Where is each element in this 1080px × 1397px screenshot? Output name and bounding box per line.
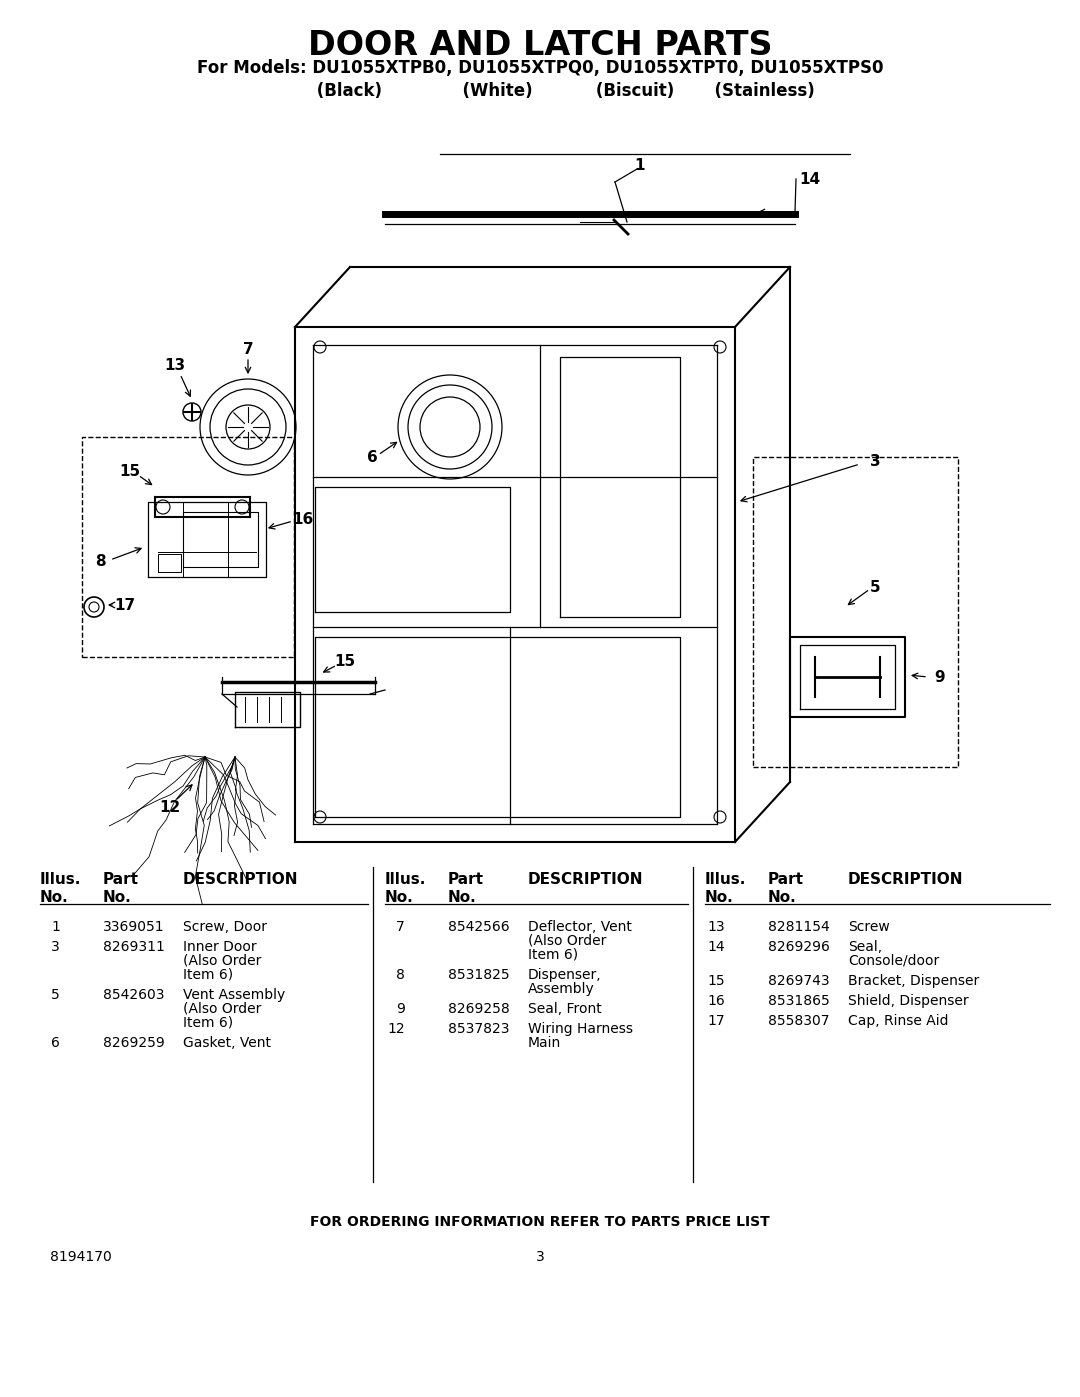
- Text: 17: 17: [114, 598, 136, 612]
- Text: Inner Door: Inner Door: [183, 940, 257, 954]
- Text: 8: 8: [95, 555, 106, 570]
- Text: 13: 13: [707, 921, 725, 935]
- Text: 8531865: 8531865: [768, 995, 829, 1009]
- Text: FOR ORDERING INFORMATION REFER TO PARTS PRICE LIST: FOR ORDERING INFORMATION REFER TO PARTS …: [310, 1215, 770, 1229]
- Text: 7: 7: [243, 341, 254, 356]
- Text: Assembly: Assembly: [528, 982, 595, 996]
- Text: Shield, Dispenser: Shield, Dispenser: [848, 995, 969, 1009]
- Text: 8531825: 8531825: [448, 968, 510, 982]
- Text: 1: 1: [51, 921, 60, 935]
- Text: Deflector, Vent: Deflector, Vent: [528, 921, 632, 935]
- Text: 5: 5: [869, 580, 880, 595]
- Text: 8281154: 8281154: [768, 921, 829, 935]
- Text: 14: 14: [799, 172, 821, 187]
- Text: 6: 6: [366, 450, 377, 464]
- Text: 13: 13: [164, 358, 186, 373]
- Text: 12: 12: [160, 799, 180, 814]
- Text: 3: 3: [51, 940, 60, 954]
- Text: Seal, Front: Seal, Front: [528, 1002, 602, 1016]
- Text: 8194170: 8194170: [50, 1250, 111, 1264]
- Text: 5: 5: [51, 988, 60, 1002]
- Text: Screw: Screw: [848, 921, 890, 935]
- Text: Illus.: Illus.: [384, 872, 427, 887]
- Text: No.: No.: [103, 890, 132, 905]
- Text: 6: 6: [51, 1037, 60, 1051]
- Text: 17: 17: [707, 1014, 725, 1028]
- Text: (Also Order: (Also Order: [183, 954, 261, 968]
- Text: 15: 15: [707, 974, 725, 988]
- Bar: [82, 437, 294, 657]
- Text: Part: Part: [448, 872, 484, 887]
- Text: Item 6): Item 6): [528, 949, 578, 963]
- Text: Screw, Door: Screw, Door: [183, 921, 267, 935]
- Text: Bracket, Dispenser: Bracket, Dispenser: [848, 974, 980, 988]
- Text: 16: 16: [707, 995, 725, 1009]
- Text: Gasket, Vent: Gasket, Vent: [183, 1037, 271, 1051]
- Text: DESCRIPTION: DESCRIPTION: [528, 872, 644, 887]
- Text: 8269259: 8269259: [103, 1037, 165, 1051]
- Text: No.: No.: [705, 890, 733, 905]
- Bar: [753, 457, 958, 767]
- Text: Cap, Rinse Aid: Cap, Rinse Aid: [848, 1014, 948, 1028]
- Text: Item 6): Item 6): [183, 968, 233, 982]
- Text: 8537823: 8537823: [448, 1023, 510, 1037]
- Text: DESCRIPTION: DESCRIPTION: [848, 872, 963, 887]
- Text: 15: 15: [120, 464, 140, 479]
- Text: (Also Order: (Also Order: [183, 1002, 261, 1016]
- Text: 8542566: 8542566: [448, 921, 510, 935]
- Text: 8269296: 8269296: [768, 940, 829, 954]
- Text: 8542603: 8542603: [103, 988, 164, 1002]
- Text: 8558307: 8558307: [768, 1014, 829, 1028]
- Text: 8269743: 8269743: [768, 974, 829, 988]
- Text: DESCRIPTION: DESCRIPTION: [183, 872, 298, 887]
- Text: Console/door: Console/door: [848, 954, 940, 968]
- Text: For Models: DU1055XTPB0, DU1055XTPQ0, DU1055XTPT0, DU1055XTPS0: For Models: DU1055XTPB0, DU1055XTPQ0, DU…: [197, 59, 883, 77]
- Text: Item 6): Item 6): [183, 1016, 233, 1030]
- Text: 8269258: 8269258: [448, 1002, 510, 1016]
- Text: No.: No.: [768, 890, 797, 905]
- Text: Dispenser,: Dispenser,: [528, 968, 602, 982]
- Text: No.: No.: [448, 890, 476, 905]
- Text: 3: 3: [536, 1250, 544, 1264]
- Text: 7: 7: [396, 921, 405, 935]
- Text: Part: Part: [103, 872, 139, 887]
- Text: No.: No.: [40, 890, 69, 905]
- Text: Illus.: Illus.: [40, 872, 81, 887]
- Text: Seal,: Seal,: [848, 940, 882, 954]
- Text: Illus.: Illus.: [705, 872, 746, 887]
- Text: 8269311: 8269311: [103, 940, 165, 954]
- Text: DOOR AND LATCH PARTS: DOOR AND LATCH PARTS: [308, 29, 772, 61]
- Text: 3: 3: [869, 454, 880, 469]
- Text: Main: Main: [528, 1037, 562, 1051]
- Text: Vent Assembly: Vent Assembly: [183, 988, 285, 1002]
- Text: (Also Order: (Also Order: [528, 935, 606, 949]
- Text: 9: 9: [934, 669, 945, 685]
- Text: No.: No.: [384, 890, 414, 905]
- Text: 3369051: 3369051: [103, 921, 164, 935]
- Text: 9: 9: [396, 1002, 405, 1016]
- Text: 1: 1: [635, 158, 645, 172]
- Text: 15: 15: [335, 655, 355, 669]
- Text: 16: 16: [293, 511, 313, 527]
- Text: Part: Part: [768, 872, 804, 887]
- Text: (Black)              (White)           (Biscuit)       (Stainless): (Black) (White) (Biscuit) (Stainless): [265, 82, 815, 101]
- Text: Wiring Harness: Wiring Harness: [528, 1023, 633, 1037]
- Text: 8: 8: [396, 968, 405, 982]
- Text: 12: 12: [388, 1023, 405, 1037]
- Text: 14: 14: [707, 940, 725, 954]
